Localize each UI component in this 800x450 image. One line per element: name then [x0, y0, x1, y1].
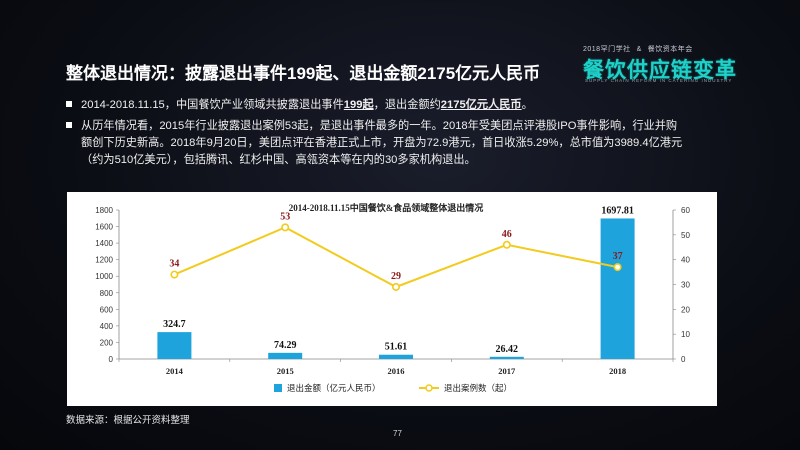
line-point [502, 240, 511, 249]
event-note-right: 餐饮资本年会 [647, 46, 693, 53]
chart-title: 2014-2018.11.15中国餐饮&食品领域整体退出情况 [289, 202, 484, 213]
event-logo-subtitle: SUPPLY CHAIN REFORM IN CATERING INDUSTRY [585, 78, 733, 83]
bullet-square-icon [66, 122, 72, 128]
bar [600, 218, 635, 359]
y-right-tick-label: 0 [681, 355, 686, 364]
bar-value-label: 74.29 [274, 340, 297, 351]
line-value-label: 34 [169, 259, 179, 270]
bullet-summary-amount: 2175亿元人民币 [440, 99, 522, 111]
bar-value-label: 26.42 [496, 344, 519, 355]
event-note-sep: & [636, 46, 642, 53]
y-left-tick-label: 1400 [95, 239, 113, 248]
bullet-history-line1: 从历年情况看，2015年行业披露退出案例53起，是退出事件最多的一年。2018年… [81, 120, 678, 132]
line-value-label: 29 [391, 271, 401, 282]
event-note-left: 2018罕门学社 [583, 46, 631, 53]
bullet-history-line2: 额创下历史新高。2018年9月20日，美团点评在香港正式上市，开盘为72.9港元… [81, 137, 683, 149]
bullet-summary-count: 199起 [343, 99, 374, 111]
event-note: 2018罕门学社 & 餐饮资本年会 [583, 44, 699, 54]
page-number: 77 [393, 429, 402, 438]
y-left-tick-label: 400 [100, 322, 114, 331]
y-right-tick-label: 20 [681, 305, 690, 314]
bullet-summary: 2014-2018.11.15，中国餐饮产业领域共披露退出事件199起，退出金额… [66, 97, 533, 114]
y-right-tick-label: 10 [681, 330, 690, 339]
bar-value-label: 1697.81 [601, 205, 634, 216]
bullet-history: 从历年情况看，2015年行业披露退出案例53起，是退出事件最多的一年。2018年… [66, 118, 726, 169]
y-left-tick-label: 200 [100, 338, 114, 347]
bullet-history-line3: （约为510亿美元），包括腾讯、红杉中国、高瓴资本等在内的30多家机构退出。 [81, 154, 476, 166]
y-left-tick-label: 1200 [95, 256, 113, 265]
y-left-tick-label: 0 [109, 355, 114, 364]
y-left-tick-label: 1800 [95, 206, 113, 215]
y-left-tick-label: 600 [100, 305, 114, 314]
bar [489, 356, 524, 359]
bar [379, 354, 413, 359]
line-point [170, 270, 179, 279]
data-source: 数据来源：根据公开资料整理 [66, 415, 190, 426]
y-left-tick-label: 800 [100, 289, 114, 298]
x-tick-label: 2018 [609, 366, 626, 376]
exit-chart: 2014-2018.11.15中国餐饮&食品领域整体退出情况0200400600… [95, 202, 690, 393]
bullet-summary-e: 。 [521, 99, 533, 111]
y-left-tick-label: 1000 [95, 272, 113, 281]
legend-line-label: 退出案例数（起） [444, 383, 512, 393]
y-right-tick-label: 30 [681, 281, 690, 290]
event-logo: 餐饮供应链变革 [583, 59, 737, 82]
x-tick-label: 2016 [388, 366, 405, 376]
line-point [391, 282, 400, 291]
legend-bar-label: 退出金额（亿元人民币） [287, 383, 381, 393]
bar [268, 352, 303, 359]
bullet-summary-c: ，退出金额约 [373, 99, 441, 111]
slide-title: 整体退出情况：披露退出事件199起、退出金额2175亿元人民币 [66, 64, 541, 83]
x-tick-label: 2017 [498, 366, 516, 376]
y-right-tick-label: 60 [681, 206, 690, 215]
line-value-label: 53 [280, 211, 290, 222]
y-right-tick-label: 50 [681, 231, 690, 240]
bullet-summary-a: 2014-2018.11.15，中国餐饮产业领域共披露退出事件 [81, 99, 344, 111]
bullet-square-icon [66, 101, 72, 107]
legend-line-marker [425, 384, 433, 392]
chart-panel: 2014-2018.11.15中国餐饮&食品领域整体退出情况 0 200 400 600… [67, 192, 717, 406]
line-point [613, 263, 622, 272]
line-point [281, 223, 290, 232]
line-value-label: 46 [502, 229, 512, 240]
bar [157, 332, 192, 359]
legend-bar-swatch [274, 384, 282, 392]
x-tick-label: 2014 [166, 366, 184, 376]
bar-value-label: 51.61 [385, 342, 408, 353]
x-tick-label: 2015 [277, 366, 294, 376]
y-left-tick-label: 1600 [95, 223, 113, 232]
bar-value-label: 324.7 [163, 319, 186, 330]
line-value-label: 37 [613, 251, 623, 262]
y-right-tick-label: 40 [681, 256, 690, 265]
